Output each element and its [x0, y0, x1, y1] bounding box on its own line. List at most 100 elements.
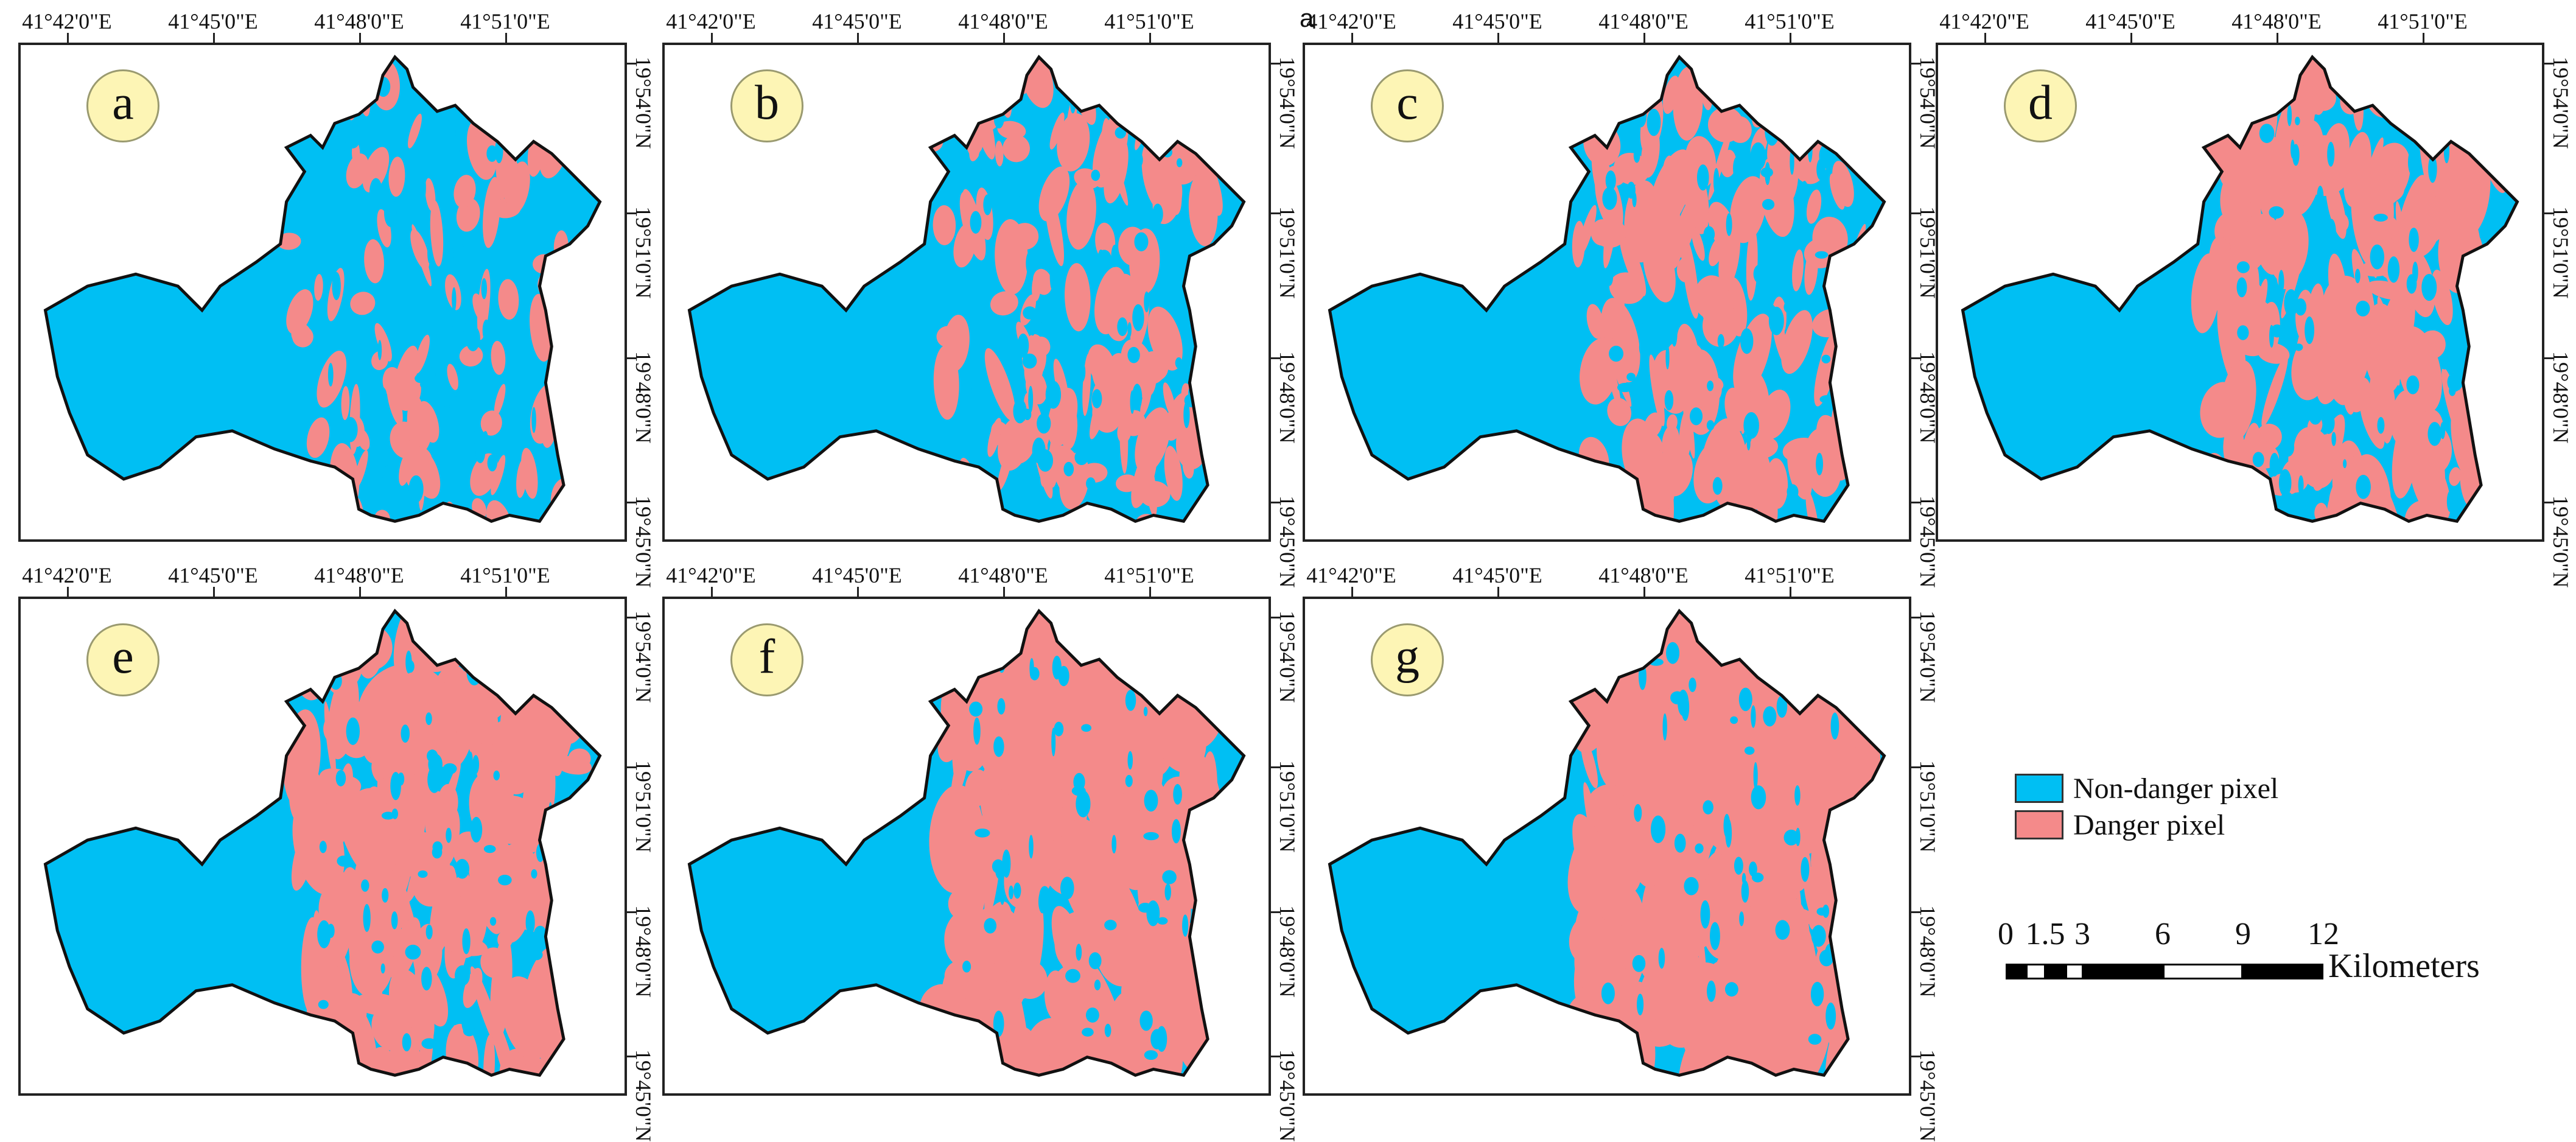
- latitude-tick-label: 19°54'0"N: [1916, 56, 1940, 149]
- danger-patch: [943, 611, 964, 673]
- danger-patch: [2449, 467, 2462, 486]
- danger-patch: [471, 474, 491, 492]
- danger-patch: [1066, 180, 1096, 250]
- map-canvas: [43, 608, 602, 1077]
- non-danger-patch: [1027, 477, 1039, 500]
- danger-patch: [495, 955, 509, 989]
- non-danger-patch: [382, 888, 389, 903]
- non-danger-patch: [345, 136, 359, 149]
- non-danger-patch: [2236, 261, 2250, 273]
- non-danger-patch: [1051, 727, 1056, 757]
- danger-patch: [1778, 57, 1816, 115]
- non-danger-patch: [1142, 659, 1148, 685]
- danger-patch: [1815, 626, 1868, 693]
- danger-patch: [1065, 902, 1087, 977]
- danger-patch: [1613, 153, 1650, 185]
- non-danger-patch: [1726, 213, 1732, 236]
- tick-mark: [1149, 33, 1151, 43]
- non-danger-patch: [447, 102, 460, 131]
- non-danger-patch: [489, 917, 497, 926]
- latitude-tick-label: 19°51'0"N: [2549, 206, 2573, 299]
- danger-patch: [1160, 611, 1202, 677]
- longitude-tick-label: 41°51'0"E: [1745, 563, 1835, 587]
- danger-patch: [984, 622, 1012, 664]
- non-danger-patch: [1125, 170, 1136, 184]
- latitude-tick-label: 19°45'0"N: [1916, 496, 1940, 588]
- danger-patch: [1165, 392, 1190, 441]
- danger-patch: [2431, 269, 2453, 326]
- panel-label-g: g: [1371, 623, 1444, 696]
- non-danger-patch: [406, 660, 415, 673]
- danger-patch: [1131, 446, 1158, 508]
- non-danger-patch: [1783, 829, 1799, 846]
- non-danger-patch: [327, 363, 334, 387]
- scale-segment: [2006, 964, 2026, 979]
- non-danger-patch: [390, 772, 401, 800]
- danger-patch: [483, 177, 501, 248]
- non-danger-patch: [424, 77, 433, 95]
- tick-mark: [1271, 911, 1281, 913]
- longitude-tick-label: 41°42'0"E: [1306, 9, 1396, 33]
- non-danger-patch: [1689, 678, 1696, 692]
- non-danger-patch: [2236, 277, 2247, 298]
- danger-patch: [1157, 622, 1181, 668]
- non-danger-patch: [371, 385, 387, 402]
- non-danger-patch: [1162, 870, 1177, 885]
- non-danger-patch: [2326, 219, 2336, 246]
- longitude-tick-label: 41°48'0"E: [958, 9, 1048, 33]
- danger-patch: [286, 289, 313, 335]
- danger-patch: [514, 866, 548, 919]
- danger-patch: [301, 917, 323, 1015]
- tick-mark: [2423, 33, 2424, 43]
- longitude-tick-label: 41°45'0"E: [168, 563, 258, 587]
- non-danger-patch: [455, 965, 471, 986]
- non-danger-patch: [1717, 334, 1724, 349]
- non-danger-patch: [533, 925, 547, 944]
- legend-swatch-danger: [2015, 810, 2063, 839]
- danger-patch: [2363, 303, 2404, 394]
- non-danger-patch: [1111, 835, 1117, 853]
- non-danger-patch: [1671, 321, 1678, 347]
- danger-zones: [919, 611, 1238, 1076]
- danger-patch: [1762, 611, 1807, 643]
- danger-patch: [467, 685, 499, 747]
- latitude-tick-label: 19°48'0"N: [1275, 351, 1300, 444]
- danger-patch: [1785, 611, 1808, 651]
- non-danger-patch: [421, 967, 432, 991]
- non-danger-patch: [993, 736, 1004, 757]
- non-danger-patch: [1602, 187, 1617, 210]
- non-danger-patch: [352, 646, 362, 662]
- danger-patch: [559, 854, 584, 942]
- non-danger-patch: [1037, 321, 1051, 334]
- danger-patch: [1792, 249, 1804, 292]
- non-danger-patch: [1150, 1029, 1164, 1049]
- danger-zones: [1554, 611, 1881, 1076]
- danger-patch: [1781, 310, 1813, 374]
- non-danger-patch: [1171, 819, 1181, 844]
- latitude-tick-label: 19°48'0"N: [631, 905, 656, 998]
- non-danger-patch: [1182, 914, 1189, 937]
- non-danger-patch: [1798, 74, 1805, 91]
- danger-patch: [459, 345, 483, 367]
- non-danger-patch: [1037, 413, 1051, 434]
- danger-patch: [498, 279, 519, 320]
- danger-patch: [475, 656, 520, 679]
- danger-patch: [1631, 811, 1660, 885]
- non-danger-patch: [1727, 88, 1741, 105]
- longitude-tick-label: 41°51'0"E: [460, 563, 550, 587]
- longitude-tick-label: 41°45'0"E: [812, 563, 902, 587]
- danger-patch: [2237, 57, 2270, 108]
- tick-mark: [711, 33, 713, 43]
- non-danger-patch: [329, 1045, 343, 1068]
- non-danger-patch: [1707, 380, 1714, 391]
- non-danger-patch: [1039, 886, 1051, 907]
- danger-patch: [1792, 611, 1845, 671]
- tick-mark: [1271, 766, 1281, 768]
- non-danger-patch: [993, 1011, 1004, 1037]
- danger-patch: [1604, 811, 1637, 905]
- danger-patch: [2367, 280, 2407, 300]
- legend-label-danger: Danger pixel: [2073, 808, 2225, 841]
- non-danger-patch: [1626, 373, 1636, 382]
- non-danger-patch: [383, 465, 393, 488]
- non-danger-patch: [346, 717, 360, 745]
